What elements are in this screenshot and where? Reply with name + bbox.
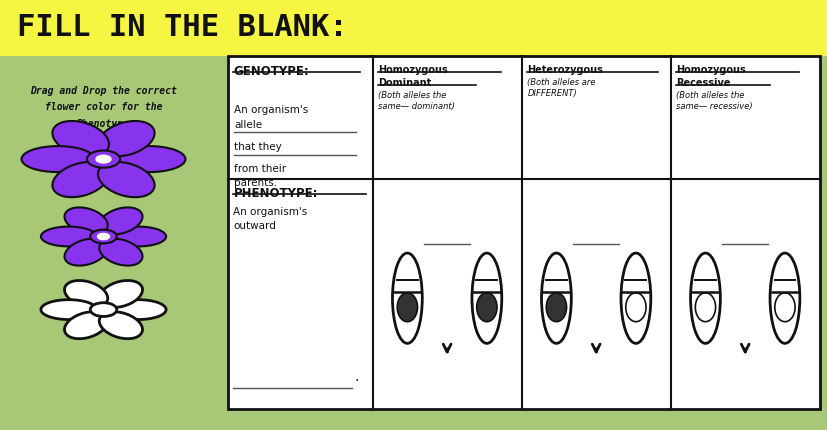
Text: same— recessive): same— recessive) bbox=[676, 102, 753, 111]
Text: An organism's: An organism's bbox=[234, 105, 308, 115]
Ellipse shape bbox=[98, 121, 155, 156]
Text: from their: from their bbox=[234, 164, 286, 174]
Ellipse shape bbox=[52, 162, 109, 197]
FancyBboxPatch shape bbox=[227, 56, 819, 408]
Circle shape bbox=[98, 233, 109, 240]
Ellipse shape bbox=[546, 293, 566, 322]
Circle shape bbox=[87, 150, 120, 168]
Text: allele: allele bbox=[234, 120, 262, 129]
Ellipse shape bbox=[65, 280, 108, 307]
Text: Phenotype: Phenotype bbox=[77, 119, 130, 129]
Ellipse shape bbox=[65, 312, 108, 339]
Ellipse shape bbox=[541, 253, 571, 343]
Ellipse shape bbox=[625, 293, 645, 322]
Text: GENOTYPE:: GENOTYPE: bbox=[233, 65, 308, 78]
Circle shape bbox=[96, 155, 111, 163]
Ellipse shape bbox=[65, 239, 108, 266]
Ellipse shape bbox=[690, 253, 719, 343]
Ellipse shape bbox=[620, 253, 650, 343]
Text: (Both alleles the: (Both alleles the bbox=[676, 91, 744, 100]
Ellipse shape bbox=[99, 239, 142, 266]
Ellipse shape bbox=[22, 146, 94, 172]
Circle shape bbox=[90, 230, 117, 243]
Ellipse shape bbox=[65, 207, 108, 234]
Text: (Both alleles are: (Both alleles are bbox=[527, 78, 595, 87]
Text: Dominant: Dominant bbox=[378, 78, 431, 88]
Text: Heterozygous: Heterozygous bbox=[527, 65, 603, 75]
Ellipse shape bbox=[52, 121, 109, 156]
Ellipse shape bbox=[392, 253, 422, 343]
Text: An organism's: An organism's bbox=[233, 207, 308, 217]
Ellipse shape bbox=[110, 300, 166, 319]
Text: flower color for the: flower color for the bbox=[45, 102, 162, 112]
FancyBboxPatch shape bbox=[0, 0, 827, 56]
Ellipse shape bbox=[99, 312, 142, 339]
Text: .: . bbox=[354, 369, 358, 384]
Ellipse shape bbox=[774, 293, 794, 322]
Circle shape bbox=[90, 303, 117, 316]
Ellipse shape bbox=[99, 207, 142, 234]
Text: outward: outward bbox=[233, 221, 276, 231]
Ellipse shape bbox=[112, 146, 185, 172]
Text: Homozygous: Homozygous bbox=[676, 65, 745, 75]
Text: (Both alleles the: (Both alleles the bbox=[378, 91, 447, 100]
Ellipse shape bbox=[769, 253, 799, 343]
Ellipse shape bbox=[110, 227, 166, 246]
Ellipse shape bbox=[476, 293, 496, 322]
Circle shape bbox=[98, 307, 109, 313]
Ellipse shape bbox=[98, 162, 155, 197]
Text: Homozygous: Homozygous bbox=[378, 65, 447, 75]
Text: parents.: parents. bbox=[234, 178, 277, 187]
Ellipse shape bbox=[471, 253, 501, 343]
Text: Recessive: Recessive bbox=[676, 78, 730, 88]
Ellipse shape bbox=[41, 227, 97, 246]
Ellipse shape bbox=[99, 280, 142, 307]
Text: PHENOTYPE:: PHENOTYPE: bbox=[233, 187, 318, 200]
Ellipse shape bbox=[695, 293, 715, 322]
Text: Drag and Drop the correct: Drag and Drop the correct bbox=[30, 86, 177, 96]
Ellipse shape bbox=[397, 293, 417, 322]
Text: same— dominant): same— dominant) bbox=[378, 102, 455, 111]
Text: that they: that they bbox=[234, 142, 282, 152]
Text: FILL IN THE BLANK:: FILL IN THE BLANK: bbox=[17, 13, 347, 43]
Ellipse shape bbox=[41, 300, 97, 319]
Text: DIFFERENT): DIFFERENT) bbox=[527, 89, 576, 98]
